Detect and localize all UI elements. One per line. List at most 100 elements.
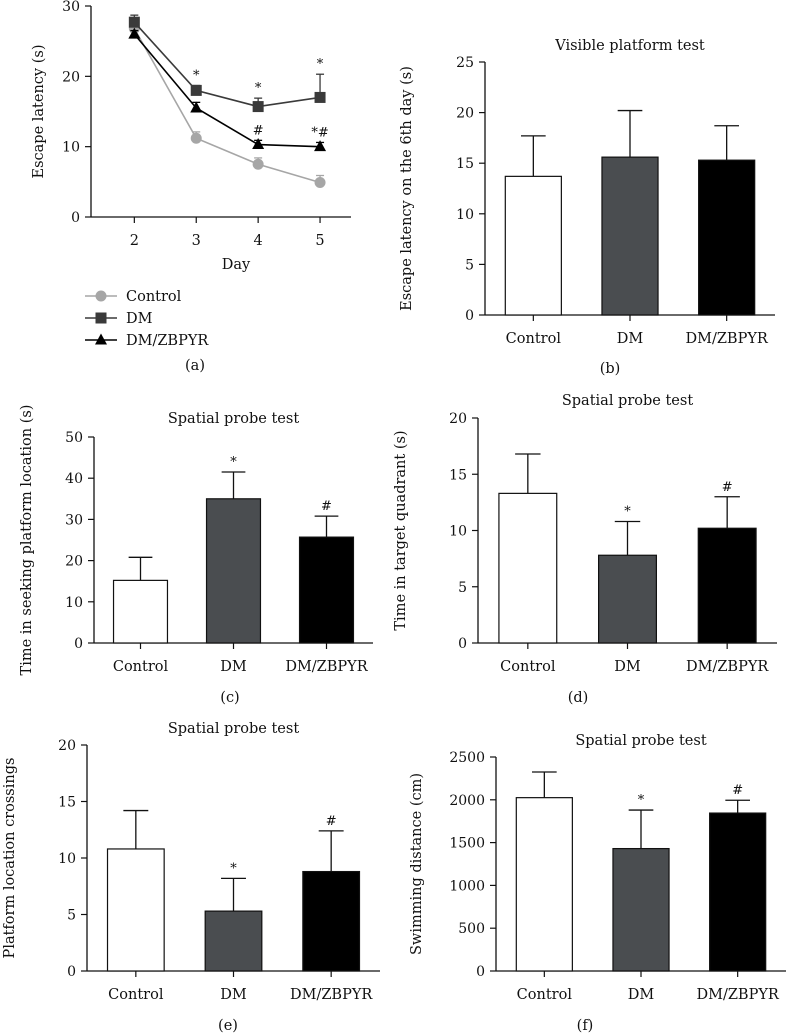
data-point-dm	[190, 84, 202, 96]
series-line-control	[133, 28, 321, 184]
y-tick-label: 2000	[449, 793, 485, 809]
x-tick-label: Control	[517, 987, 573, 1003]
y-tick-label: 30	[62, 0, 80, 15]
legend-label: DM	[126, 311, 153, 327]
y-axis-label: Swimming distance (cm)	[409, 773, 425, 955]
chart-title: Spatial probe test	[562, 393, 693, 409]
x-tick-label: DM/ZBPYR	[686, 659, 769, 675]
y-axis-label: Time in seeking platform location (s)	[19, 405, 35, 676]
y-tick-label: 0	[67, 964, 76, 980]
x-tick-label: DM	[628, 987, 655, 1003]
bar-control	[112, 579, 169, 644]
x-tick-label: Control	[113, 659, 169, 675]
x-tick-label: Control	[108, 987, 164, 1003]
significance-mark: *	[624, 505, 631, 520]
panel-label: (a)	[185, 358, 205, 374]
significance-mark: #	[326, 814, 337, 829]
significance-mark: #	[732, 783, 743, 798]
y-tick-label: 15	[58, 795, 76, 811]
x-tick-label: 5	[315, 233, 324, 249]
x-tick-label: Control	[506, 331, 562, 347]
y-tick-label: 15	[449, 467, 467, 483]
chart-panel-f: 0 500 1000 1500 2000 2500 Control DM * DM/ZBPYR # S…	[409, 733, 786, 1034]
panel-label: (e)	[218, 1018, 238, 1034]
x-tick-label: DM	[617, 331, 644, 347]
legend-marker-dm	[95, 312, 107, 324]
x-axis-label: Day	[222, 257, 251, 273]
bar-control	[515, 797, 573, 972]
y-axis-label: Platform location crossings	[2, 758, 18, 959]
y-tick-label: 10	[65, 595, 83, 611]
data-point-dm	[252, 101, 264, 113]
y-tick-label: 50	[65, 430, 83, 446]
panel-label: (c)	[220, 690, 239, 706]
x-tick-label: 2	[130, 233, 139, 249]
y-tick-label: 1000	[449, 878, 485, 894]
y-tick-label: 0	[476, 964, 485, 980]
series-line-dm	[133, 21, 321, 108]
y-tick-label: 10	[62, 140, 80, 156]
x-tick-label: 4	[254, 233, 263, 249]
bar-control	[504, 175, 562, 316]
bar-dmzbpyr	[697, 527, 757, 644]
legend-label: DM/ZBPYR	[126, 333, 209, 349]
data-point-dm	[314, 91, 326, 103]
y-tick-label: 0	[458, 636, 467, 652]
y-tick-label: 10	[449, 524, 467, 540]
chart-panel-d: 0 5 10 15 20 Control DM * DM/ZBPYR # Time in targe…	[393, 393, 777, 706]
x-tick-label: DM	[614, 659, 641, 675]
legend: Control DM DM/ZBPYR	[85, 289, 209, 349]
chart-panel-c: 0 10 20 30 40 50 Control DM * DM/ZBPYR # Time in se…	[19, 405, 373, 706]
x-tick-label: 3	[192, 233, 201, 249]
x-tick-label: DM	[220, 659, 247, 675]
y-tick-label: 20	[58, 738, 76, 754]
chart-title: Spatial probe test	[168, 721, 299, 737]
series-line-dmzbpyr	[133, 33, 321, 148]
bar-dmzbpyr	[698, 159, 756, 316]
y-tick-label: 20	[62, 69, 80, 85]
bar-dmzbpyr	[709, 812, 767, 972]
data-point-dmzbpyr	[128, 27, 141, 39]
bar-dmzbpyr	[298, 536, 355, 644]
chart-panel-b: 0 5 10 15 20 25 Control DM DM/ZBPYR Escape latenc…	[399, 38, 775, 377]
y-tick-label: 0	[71, 210, 80, 226]
significance-mark: *	[638, 793, 645, 808]
y-tick-label: 10	[456, 207, 474, 223]
y-tick-label: 20	[65, 554, 83, 570]
panel-label: (b)	[600, 361, 621, 377]
bar-dm	[205, 498, 262, 644]
bar-dm	[601, 156, 659, 316]
data-point-control	[314, 177, 326, 189]
significance-mark: *	[255, 81, 262, 96]
bar-dm	[204, 910, 263, 972]
y-tick-label: 15	[456, 156, 474, 172]
significance-mark: #	[253, 123, 264, 138]
y-tick-label: 20	[456, 106, 474, 122]
data-point-dmzbpyr	[190, 101, 203, 113]
y-tick-label: 2500	[449, 750, 485, 766]
y-tick-label: 30	[65, 512, 83, 528]
significance-mark: #	[321, 499, 332, 514]
y-tick-label: 5	[458, 580, 467, 596]
data-point-control	[190, 132, 202, 144]
y-tick-label: 10	[58, 851, 76, 867]
y-tick-label: 5	[67, 908, 76, 924]
x-tick-label: DM/ZBPYR	[290, 987, 373, 1003]
x-tick-label: DM	[220, 987, 247, 1003]
data-point-dmzbpyr	[252, 138, 265, 150]
panel-label: (f)	[577, 1018, 594, 1034]
y-tick-label: 0	[74, 636, 83, 652]
bar-control	[106, 848, 165, 972]
x-tick-label: DM/ZBPYR	[285, 659, 368, 675]
y-axis-label: Escape latency (s)	[31, 45, 47, 179]
bar-dmzbpyr	[302, 870, 361, 972]
y-tick-label: 40	[65, 471, 83, 487]
y-tick-label: 0	[465, 308, 474, 324]
bar-dm	[597, 554, 658, 644]
x-tick-label: Control	[500, 659, 556, 675]
chart-title: Visible platform test	[554, 38, 705, 54]
x-tick-label: DM/ZBPYR	[685, 331, 768, 347]
data-point-control	[252, 158, 264, 170]
